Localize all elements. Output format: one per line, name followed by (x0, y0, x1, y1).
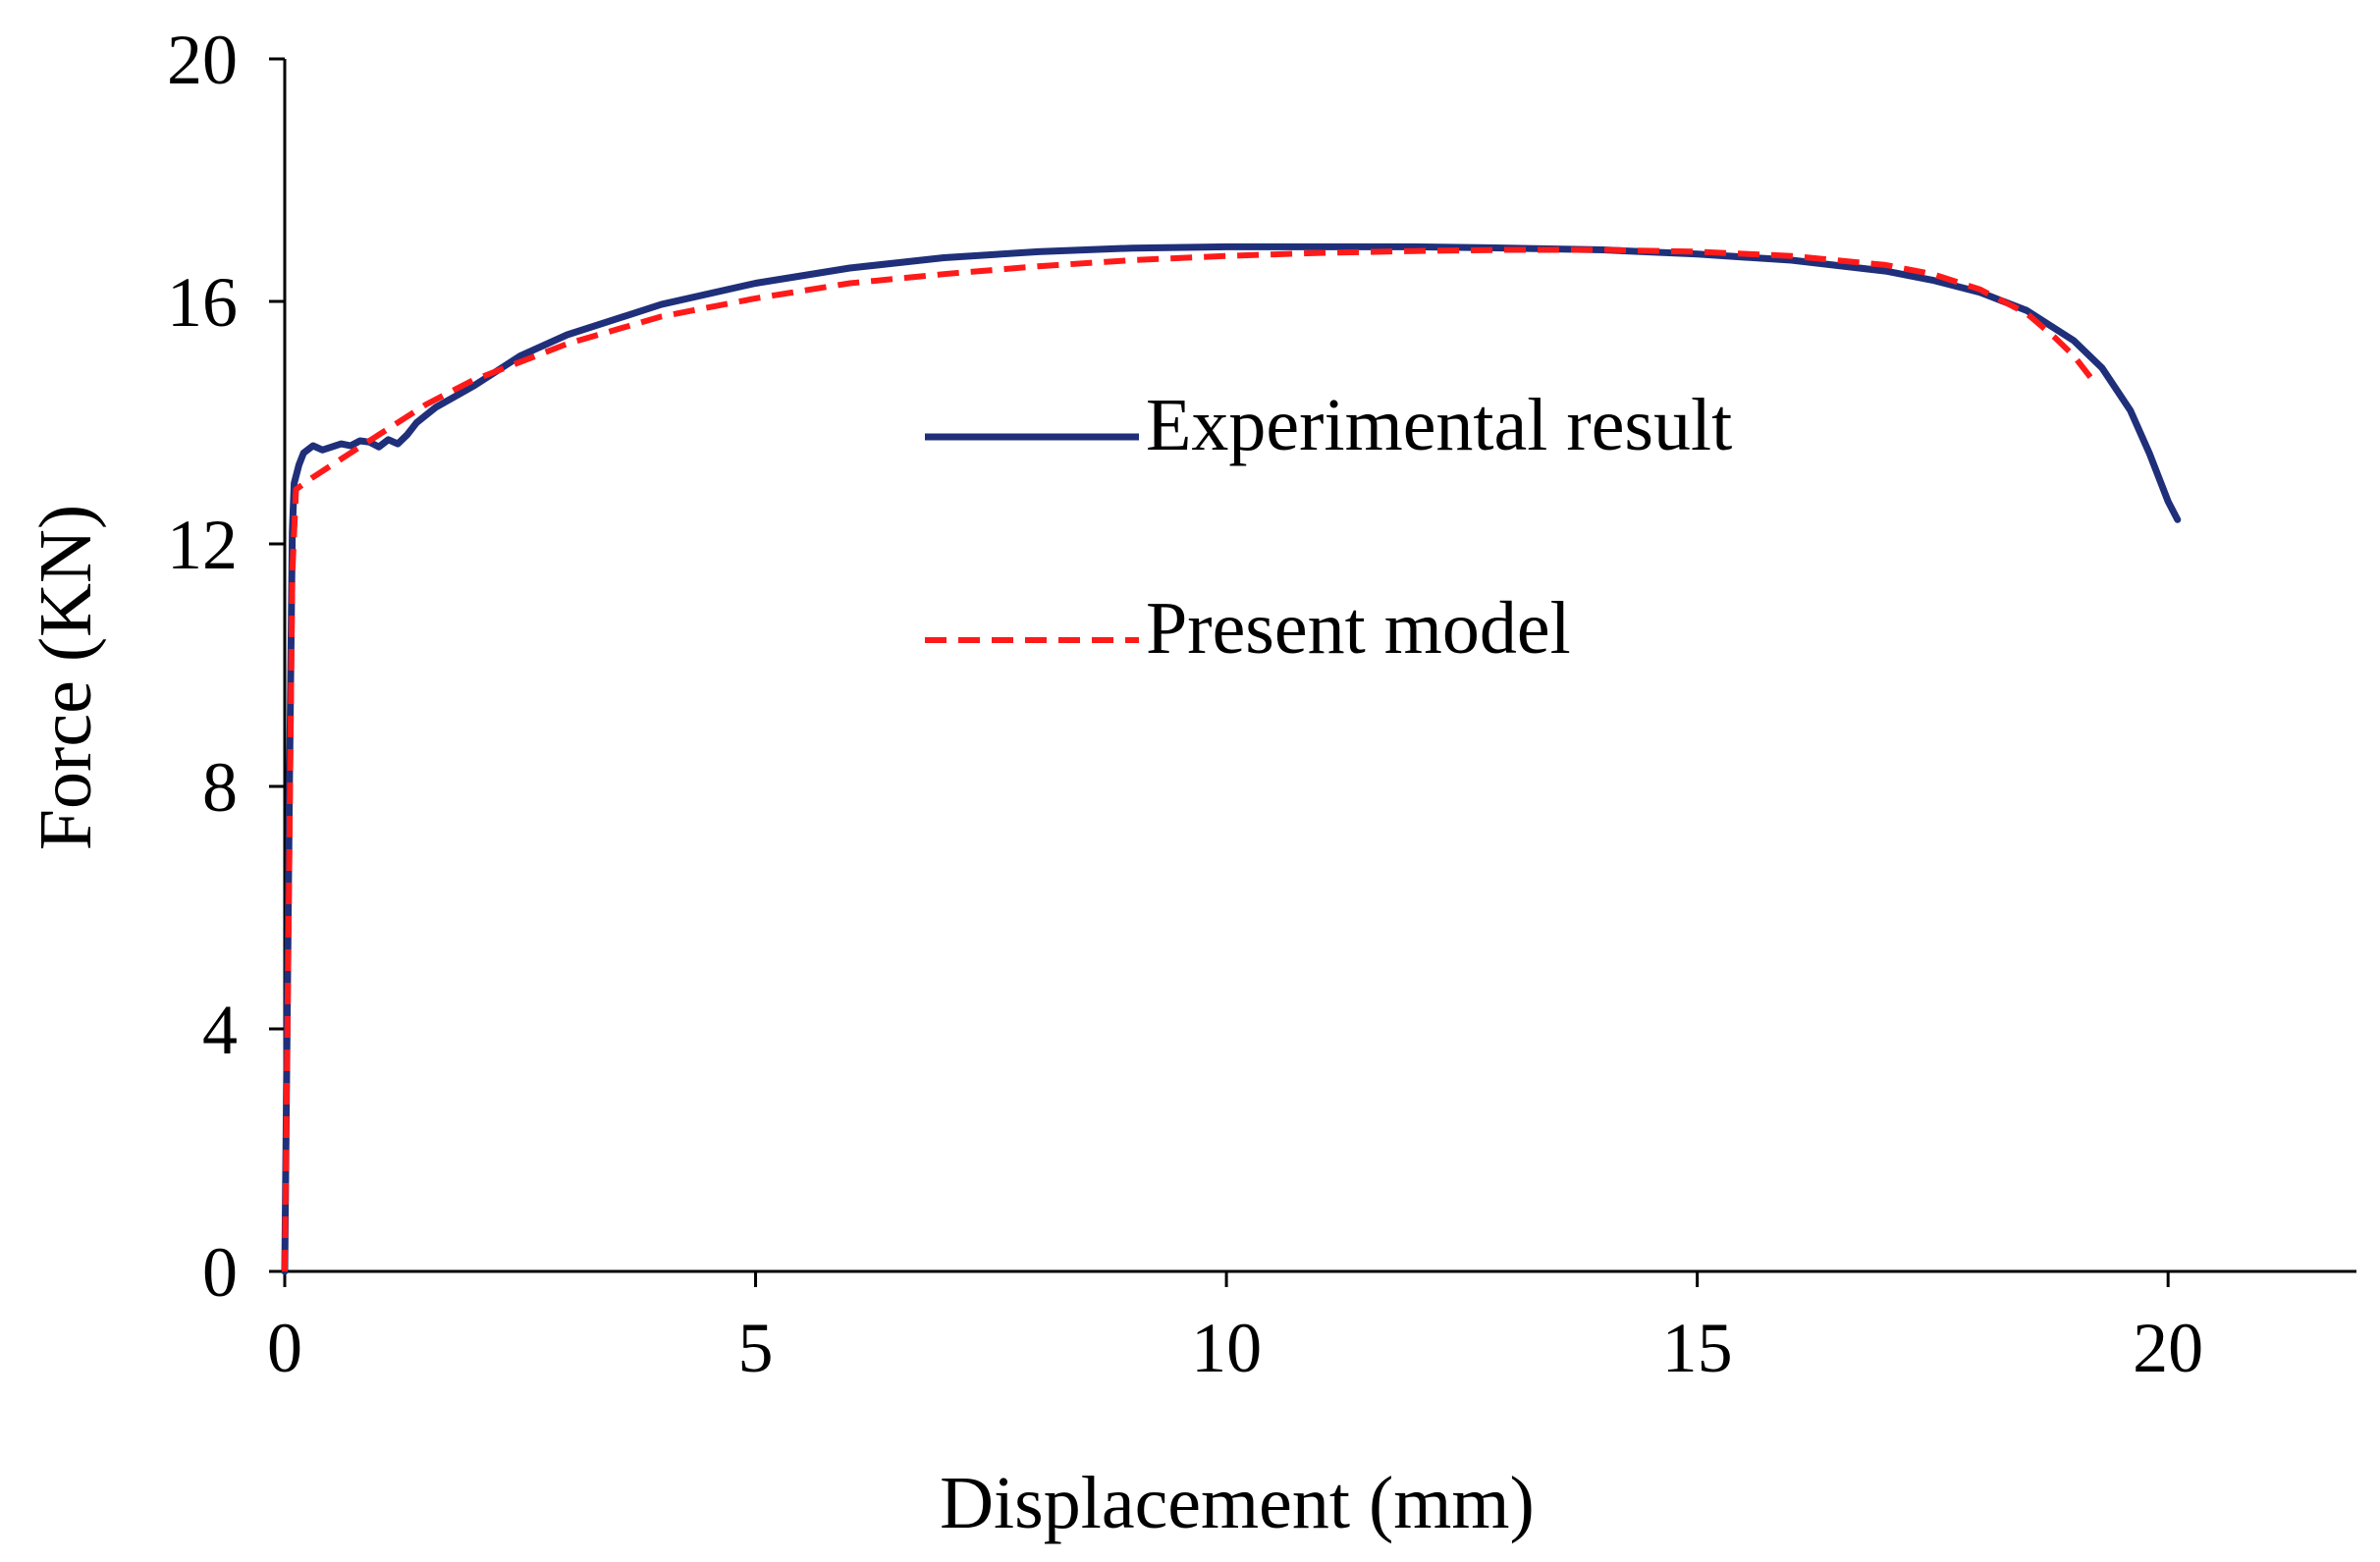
x-axis-title: Displacement (mm) (940, 1462, 1535, 1544)
legend-label-experimental-result: Experimental result (1146, 384, 1732, 466)
x-tick-label: 0 (267, 1309, 302, 1387)
x-tick-label: 15 (1662, 1309, 1733, 1387)
y-tick-label: 8 (202, 748, 238, 827)
legend-label-present-model: Present model (1146, 587, 1571, 670)
y-axis-ticks: 0 4 8 12 16 20 (167, 21, 285, 1312)
x-tick-label: 20 (2133, 1309, 2203, 1387)
x-axis-ticks: 0 5 10 15 20 (267, 1271, 2203, 1387)
x-tick-label: 10 (1191, 1309, 1262, 1387)
x-tick-label: 5 (738, 1309, 774, 1387)
y-tick-label: 12 (167, 506, 238, 584)
y-tick-label: 16 (167, 263, 238, 342)
y-tick-label: 0 (202, 1233, 238, 1312)
series-layer (281, 242, 2182, 1275)
y-tick-label: 4 (202, 991, 238, 1069)
series-line-present-model (282, 246, 2095, 1272)
legend: Experimental result Present model (925, 384, 1732, 670)
y-axis-title: Force (KN) (25, 505, 107, 850)
series-line-experimental-result (281, 242, 2182, 1275)
y-tick-label: 20 (167, 21, 238, 99)
